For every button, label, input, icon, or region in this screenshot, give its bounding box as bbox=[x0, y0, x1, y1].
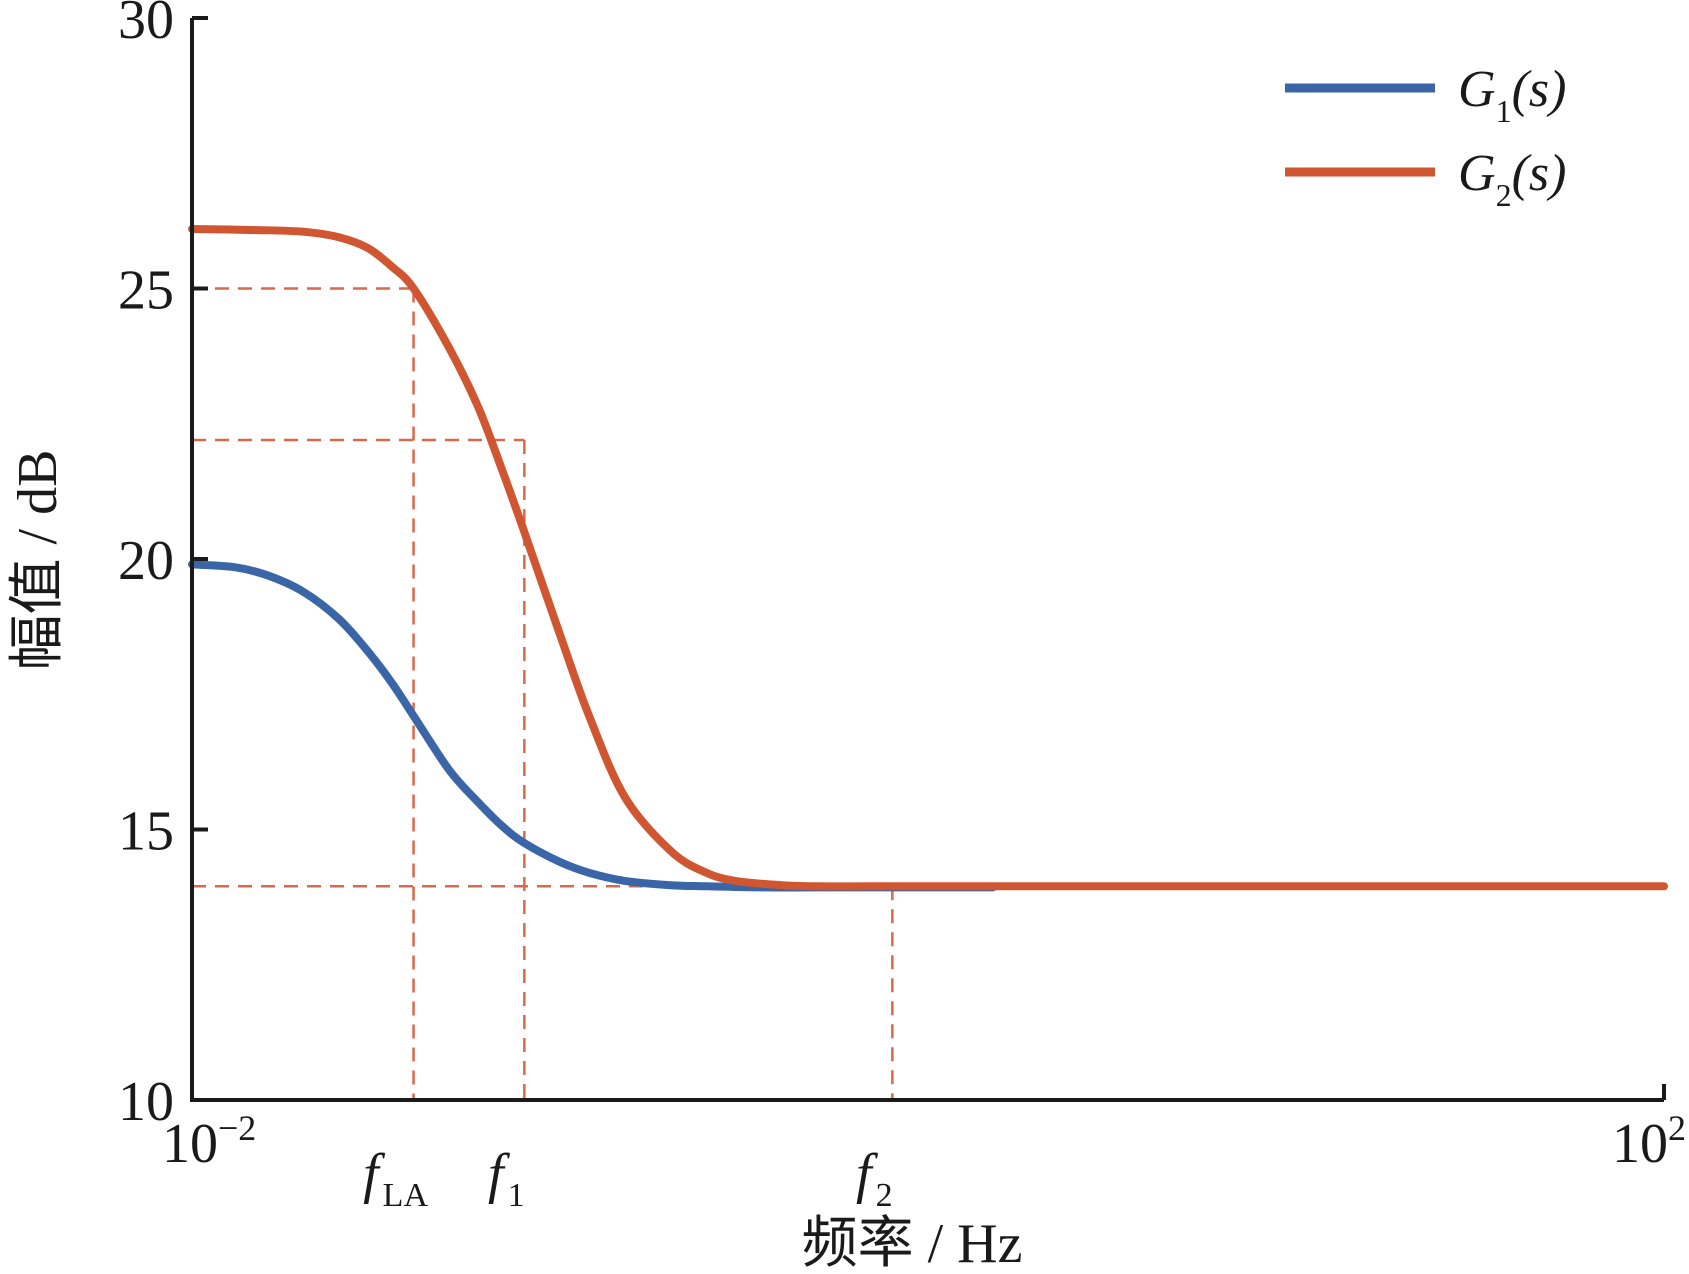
frequency-labels: f LA f 1 f 2 bbox=[363, 1143, 893, 1214]
legend-label-g2: G2(s) bbox=[1458, 145, 1566, 213]
y-tick-label: 30 bbox=[118, 0, 174, 51]
series-line-g2 bbox=[188, 225, 1668, 891]
y-tick-label: 25 bbox=[118, 260, 174, 322]
series-layer bbox=[188, 225, 1668, 892]
frequency-label-la: f LA bbox=[363, 1143, 428, 1214]
x-axis-title: 频率 / Hz bbox=[802, 1213, 1023, 1274]
reference-lines bbox=[192, 287, 894, 1100]
y-tick-label: 15 bbox=[118, 801, 174, 863]
y-ticks: 10 15 20 25 30 bbox=[118, 0, 208, 1133]
y-tick-label: 20 bbox=[118, 530, 174, 592]
x-tick-label: 10−2 bbox=[162, 1108, 256, 1175]
x-tick-label: 102 bbox=[1612, 1108, 1686, 1175]
y-axis-title: 幅值 / dB bbox=[7, 450, 69, 671]
x-ticks: 10−2 102 bbox=[162, 1084, 1686, 1175]
legend: G1(s) G2(s) bbox=[1285, 61, 1566, 213]
y-tick-label: 10 bbox=[118, 1071, 174, 1133]
legend-label-g1: G1(s) bbox=[1458, 61, 1566, 129]
